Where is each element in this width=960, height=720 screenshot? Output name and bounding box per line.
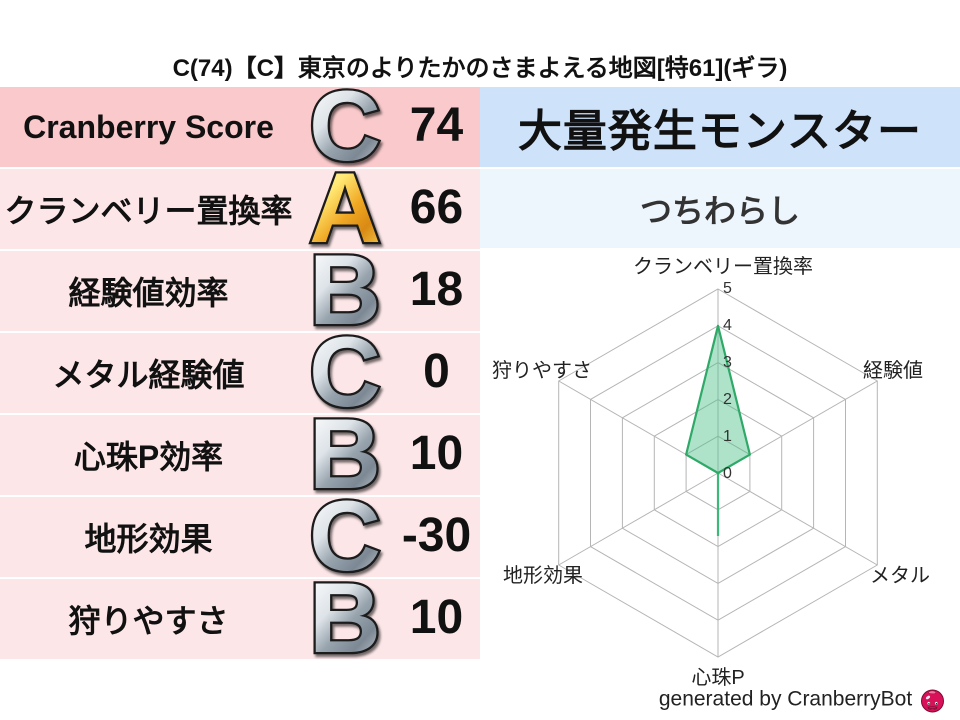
svg-text:4: 4 xyxy=(723,317,732,334)
svg-text:3: 3 xyxy=(723,354,732,371)
svg-text:クランベリー置換率: クランベリー置換率 xyxy=(633,255,813,278)
svg-text:メタル: メタル xyxy=(870,564,930,587)
svg-text:5: 5 xyxy=(723,280,732,297)
svg-text:0: 0 xyxy=(723,465,732,482)
svg-text:1: 1 xyxy=(723,428,732,445)
svg-text:2: 2 xyxy=(723,391,732,408)
svg-text:狩りやすさ: 狩りやすさ xyxy=(492,359,592,382)
svg-text:経験値: 経験値 xyxy=(863,359,923,382)
svg-text:地形効果: 地形効果 xyxy=(503,564,583,587)
